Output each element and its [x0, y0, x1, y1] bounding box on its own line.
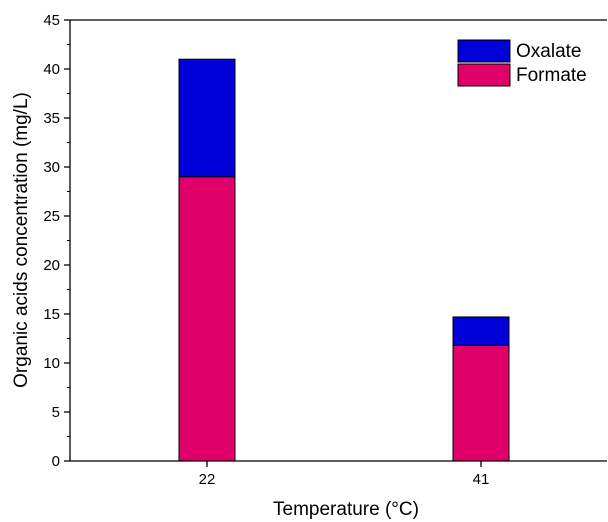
- axes-group: [69, 19, 607, 462]
- y-tick-label-10: 10: [43, 355, 60, 372]
- legend-label-oxalate: Oxalate: [516, 41, 581, 62]
- legend-label-formate: Formate: [516, 65, 587, 86]
- y-tick-label-25: 25: [43, 208, 60, 225]
- x-axis-title: Temperature (°C): [273, 499, 419, 520]
- legend-swatch-oxalate: [457, 39, 511, 63]
- bars-group: [178, 58, 510, 462]
- y-tick-label-5: 5: [52, 404, 60, 421]
- y-tick-label-0: 0: [52, 453, 60, 470]
- y-tick-label-35: 35: [43, 110, 60, 127]
- y-tick-label-15: 15: [43, 306, 60, 323]
- legend: Oxalate Formate: [457, 39, 587, 87]
- bar-oxalate-41: [452, 316, 510, 346]
- y-axis-title: Organic acids concentration (mg/L): [11, 92, 32, 388]
- x-tick-label-22: 22: [199, 471, 216, 488]
- bar-formate-22: [178, 176, 236, 462]
- ticks-group: 0 5 10 15 20 25 30 35 40 45 22 41: [43, 12, 489, 488]
- legend-swatch-formate: [457, 63, 511, 87]
- y-tick-label-20: 20: [43, 257, 60, 274]
- x-tick-label-41: 41: [473, 471, 490, 488]
- bar-formate-41: [452, 344, 510, 462]
- y-tick-label-30: 30: [43, 159, 60, 176]
- y-tick-label-40: 40: [43, 61, 60, 78]
- y-tick-label-45: 45: [43, 12, 60, 29]
- bar-oxalate-22: [178, 58, 236, 178]
